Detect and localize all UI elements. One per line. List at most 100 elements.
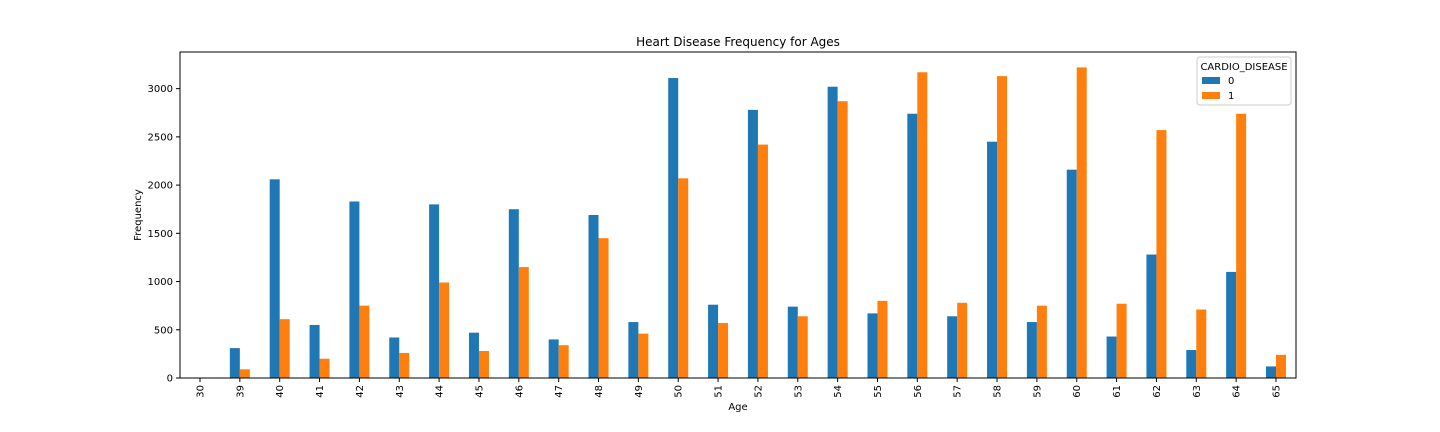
bar-age-55-series-1 bbox=[877, 300, 888, 378]
bar-age-63-series-0 bbox=[1186, 350, 1197, 378]
y-tick-label: 1500 bbox=[148, 229, 173, 240]
bar-age-41-series-0 bbox=[309, 324, 320, 378]
x-tick-label: 49 bbox=[634, 385, 645, 398]
bar-age-61-series-0 bbox=[1106, 336, 1117, 378]
bar-age-46-series-1 bbox=[518, 267, 529, 378]
bar-age-54-series-0 bbox=[827, 86, 838, 378]
x-tick-label: 55 bbox=[873, 385, 884, 398]
bar-age-50-series-1 bbox=[678, 178, 689, 378]
bar-age-42-series-0 bbox=[349, 201, 360, 378]
x-tick-label: 60 bbox=[1072, 385, 1083, 398]
y-tick-label: 1000 bbox=[148, 277, 173, 288]
bar-age-65-series-1 bbox=[1276, 354, 1286, 378]
bar-age-43-series-1 bbox=[399, 352, 410, 378]
bar-age-45-series-1 bbox=[478, 350, 489, 378]
x-tick-label: 43 bbox=[395, 385, 406, 398]
y-axis: 0 500 1000 1500 2000 2500 3000 bbox=[148, 84, 180, 385]
y-axis-label: Frequency bbox=[133, 189, 144, 241]
bar-age-52-series-1 bbox=[757, 144, 768, 378]
bar-age-51-series-0 bbox=[708, 304, 719, 378]
y-tick-label: 0 bbox=[167, 374, 173, 385]
bar-age-65-series-0 bbox=[1266, 366, 1276, 378]
bar-age-47-series-1 bbox=[558, 345, 569, 378]
bar-age-42-series-1 bbox=[359, 305, 370, 378]
bar-age-49-series-1 bbox=[638, 333, 649, 378]
bar-age-57-series-0 bbox=[947, 316, 958, 378]
bar-age-46-series-0 bbox=[508, 209, 519, 378]
bar-age-39-series-0 bbox=[229, 348, 240, 378]
x-axis-label: Age bbox=[728, 402, 747, 413]
x-tick-label: 62 bbox=[1152, 385, 1163, 398]
bar-age-64-series-1 bbox=[1236, 113, 1247, 378]
x-tick-label: 44 bbox=[435, 385, 446, 398]
bar-age-59-series-1 bbox=[1036, 305, 1047, 378]
bar-age-56-series-0 bbox=[907, 113, 918, 378]
bar-age-63-series-1 bbox=[1196, 309, 1207, 378]
bar-age-45-series-0 bbox=[468, 332, 479, 378]
bar-age-59-series-0 bbox=[1026, 322, 1037, 378]
bar-age-53-series-1 bbox=[797, 316, 808, 378]
x-tick-label: 57 bbox=[953, 385, 964, 398]
bar-age-40-series-1 bbox=[279, 319, 290, 378]
x-axis: 30 39 40 41 42 43 44 45 46 47 48 49 50 51 52 53 54 55 56 57… bbox=[196, 378, 1283, 398]
x-tick-label: 41 bbox=[315, 385, 326, 398]
x-tick-label: 54 bbox=[833, 385, 844, 398]
x-tick-label: 61 bbox=[1112, 385, 1123, 398]
bar-age-39-series-1 bbox=[239, 369, 250, 378]
bar-age-48-series-1 bbox=[598, 238, 609, 378]
x-tick-label: 65 bbox=[1272, 385, 1283, 398]
y-tick-label: 2000 bbox=[148, 181, 173, 192]
bar-age-44-series-1 bbox=[439, 282, 450, 378]
bar-age-58-series-1 bbox=[997, 76, 1008, 379]
bar-age-62-series-1 bbox=[1156, 130, 1167, 378]
plot-area-frame bbox=[179, 51, 1297, 379]
bar-age-57-series-1 bbox=[957, 302, 968, 378]
x-tick-label: 40 bbox=[275, 385, 286, 398]
bar-age-48-series-0 bbox=[588, 215, 599, 378]
bar-age-53-series-0 bbox=[787, 306, 798, 378]
bar-age-41-series-1 bbox=[319, 358, 330, 378]
bar-age-50-series-0 bbox=[668, 78, 679, 378]
bar-age-62-series-0 bbox=[1146, 254, 1157, 378]
x-tick-label: 58 bbox=[993, 385, 1004, 398]
x-tick-label: 56 bbox=[913, 385, 924, 398]
legend-frame bbox=[1196, 56, 1292, 106]
legend-title: CARDIO_DISEASE bbox=[1200, 62, 1287, 73]
x-tick-label: 45 bbox=[474, 385, 485, 398]
y-tick-label: 2500 bbox=[148, 132, 173, 143]
bar-age-64-series-0 bbox=[1226, 271, 1237, 378]
legend-label-series-1: 1 bbox=[1228, 91, 1234, 102]
bar-age-55-series-0 bbox=[867, 313, 878, 378]
x-tick-label: 47 bbox=[554, 385, 565, 398]
x-tick-label: 53 bbox=[793, 385, 804, 398]
x-tick-label: 46 bbox=[514, 385, 525, 398]
bar-age-47-series-0 bbox=[548, 339, 559, 378]
y-tick-label: 500 bbox=[154, 325, 173, 336]
legend-swatch-series-0 bbox=[1202, 77, 1220, 84]
x-tick-label: 30 bbox=[196, 385, 207, 398]
x-tick-label: 63 bbox=[1192, 385, 1203, 398]
bar-age-40-series-0 bbox=[269, 179, 280, 378]
bar-age-54-series-1 bbox=[837, 101, 848, 378]
bar-age-61-series-1 bbox=[1116, 303, 1127, 378]
bar-age-43-series-0 bbox=[389, 337, 400, 378]
x-tick-label: 59 bbox=[1032, 385, 1043, 398]
x-tick-label: 64 bbox=[1232, 385, 1243, 398]
chart-title: Heart Disease Frequency for Ages bbox=[636, 35, 840, 49]
x-tick-label: 42 bbox=[355, 385, 366, 398]
x-tick-label: 51 bbox=[714, 385, 725, 398]
legend-label-series-0: 0 bbox=[1228, 76, 1234, 87]
bar-age-58-series-0 bbox=[987, 141, 998, 378]
bar-age-60-series-1 bbox=[1076, 67, 1087, 379]
x-tick-label: 39 bbox=[235, 385, 246, 398]
bar-age-51-series-1 bbox=[718, 323, 729, 378]
bar-age-49-series-0 bbox=[628, 322, 639, 378]
bar-age-44-series-0 bbox=[429, 204, 440, 378]
x-tick-label: 52 bbox=[753, 385, 764, 398]
bar-age-56-series-1 bbox=[917, 72, 928, 378]
legend: CARDIO_DISEASE 0 1 bbox=[1196, 56, 1292, 106]
x-tick-label: 48 bbox=[594, 385, 605, 398]
legend-swatch-series-1 bbox=[1202, 92, 1220, 99]
y-tick-label: 3000 bbox=[148, 84, 173, 95]
